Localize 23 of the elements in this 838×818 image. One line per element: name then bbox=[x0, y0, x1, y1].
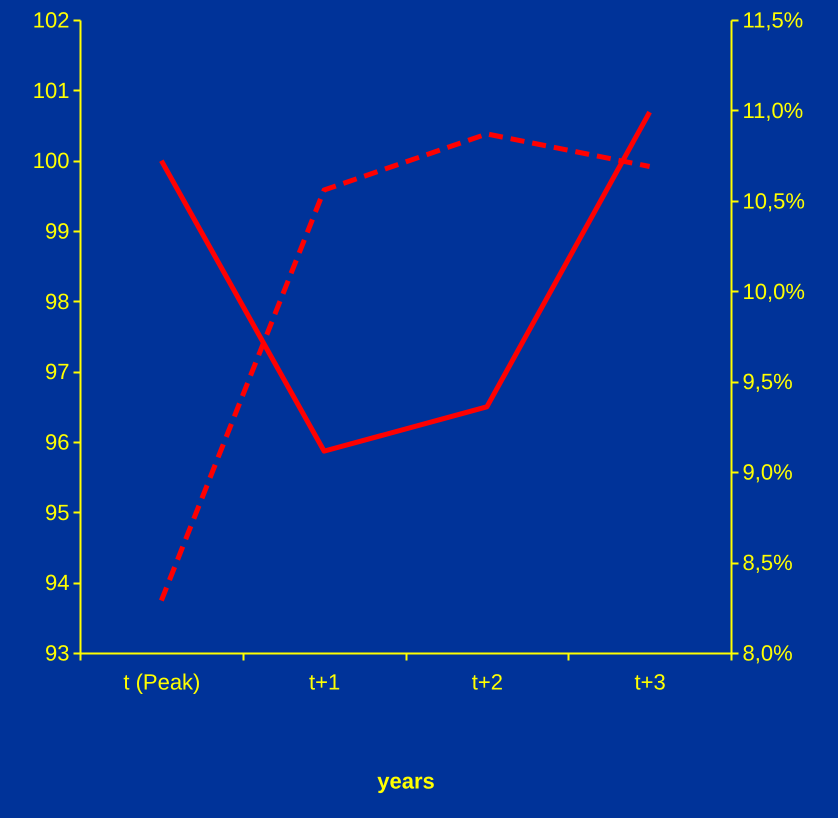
y-tick-label: 100 bbox=[32, 148, 70, 174]
y-tick-label: 102 bbox=[32, 8, 70, 32]
x-tick-label: t (Peak) bbox=[123, 670, 200, 694]
y-tick-label: 99 bbox=[45, 218, 70, 244]
y2-tick-label: 10,5% bbox=[742, 188, 805, 214]
y-tick-label: 93 bbox=[45, 640, 70, 666]
y-tick-label: 96 bbox=[45, 430, 70, 454]
y2-tick-label: 9,0% bbox=[742, 460, 793, 485]
y2-tick-label: 9,5% bbox=[742, 369, 793, 394]
y-tick-label: 95 bbox=[45, 500, 70, 525]
x-tick-label: t+3 bbox=[634, 670, 666, 694]
y-tick-label: 97 bbox=[45, 359, 70, 384]
y-tick-label: 98 bbox=[45, 288, 70, 314]
x-tick-label: t+1 bbox=[309, 670, 340, 694]
y2-tick-label: 11,5% bbox=[742, 8, 804, 32]
y2-tick-label: 11,0% bbox=[742, 98, 804, 123]
x-axis-title: years bbox=[377, 768, 435, 794]
x-tick-label: t+2 bbox=[472, 670, 503, 694]
y2-tick-label: 10,0% bbox=[742, 278, 805, 304]
y-tick-label: 94 bbox=[45, 570, 70, 596]
y-tick-label: 101 bbox=[32, 78, 70, 103]
y2-tick-label: 8,5% bbox=[742, 550, 793, 576]
y2-tick-label: 8,0% bbox=[742, 640, 793, 666]
